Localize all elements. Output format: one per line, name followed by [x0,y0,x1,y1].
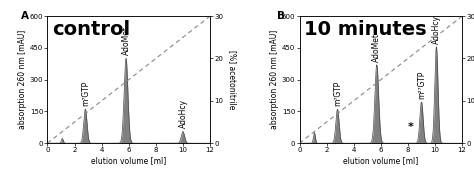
Text: AdoHcy: AdoHcy [178,99,187,128]
X-axis label: elution volume [ml]: elution volume [ml] [91,156,166,165]
Text: m⁷GTP: m⁷GTP [81,81,90,106]
Text: m⁷GTP: m⁷GTP [333,81,342,106]
Text: AdoMet: AdoMet [121,26,130,55]
Text: AdoHcy: AdoHcy [432,15,441,44]
Text: AdoMet: AdoMet [372,33,381,62]
Y-axis label: [%] acetonitrile: [%] acetonitrile [228,50,237,109]
Text: B: B [277,11,285,21]
Text: 10 minutes: 10 minutes [304,20,427,39]
Text: control: control [52,20,130,39]
Y-axis label: absorption 260 nm [mAU]: absorption 260 nm [mAU] [18,30,27,129]
Text: A: A [21,11,29,21]
Y-axis label: absorption 260 nm [mAU]: absorption 260 nm [mAU] [270,30,279,129]
Text: *: * [408,122,414,132]
X-axis label: elution volume [ml]: elution volume [ml] [343,156,419,165]
Text: m²⁷GTP: m²⁷GTP [417,70,426,99]
